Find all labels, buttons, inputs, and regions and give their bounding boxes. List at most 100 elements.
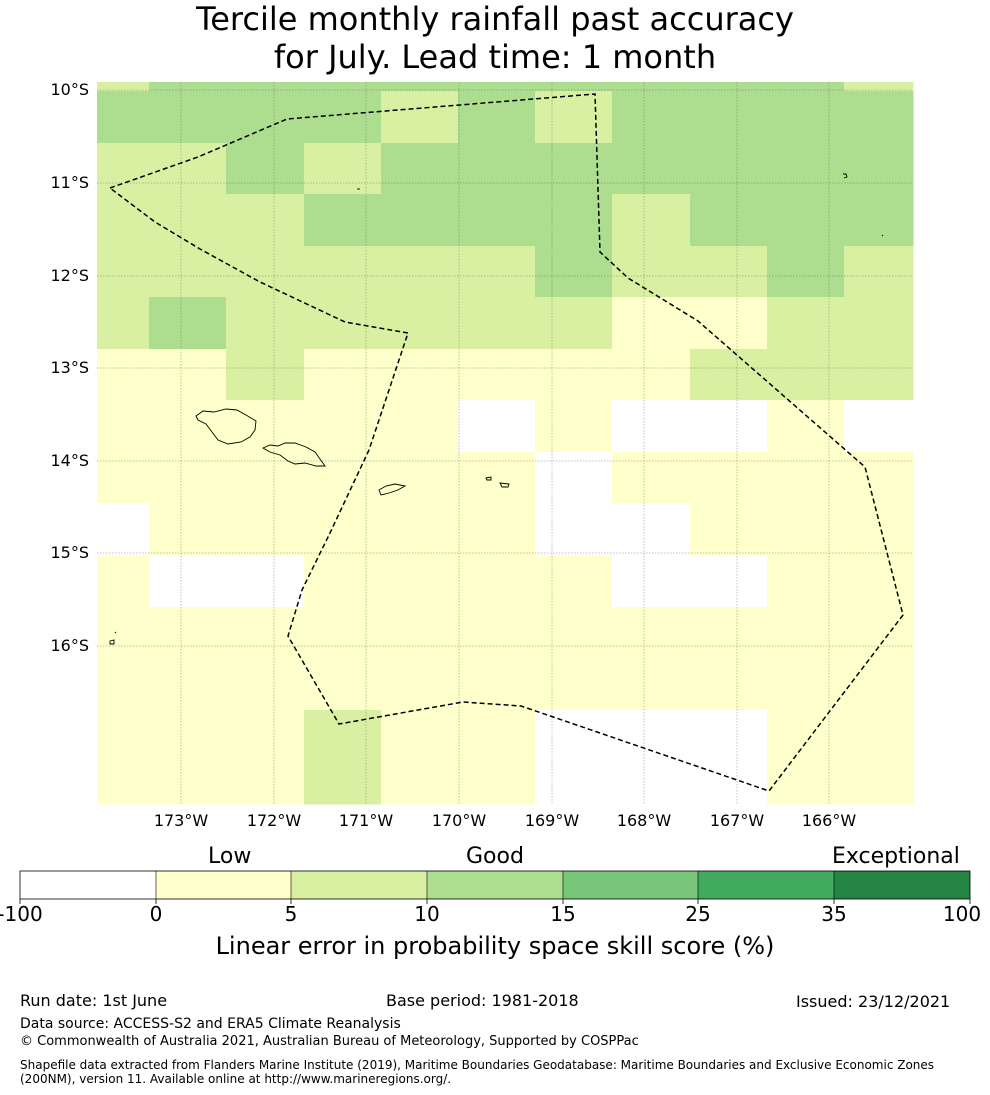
category-exceptional-label: Exceptional [832,844,960,870]
skill-cell [690,658,768,711]
skill-cell [612,82,691,92]
category-low-label: Low [208,844,251,870]
skill-cell [381,503,459,556]
skill-cell [97,194,150,247]
skill-cell [226,761,305,805]
skill-cell [844,91,914,144]
skill-cell [690,503,768,556]
issued-date: Issued: 23/12/2021 [796,993,950,1011]
lon-label-172w: 172°W [229,812,319,830]
skill-cell [690,91,768,144]
tick-label-25: 25 [668,903,728,925]
skill-cell [458,658,536,711]
lat-label-10s: 10°S [0,81,89,99]
skill-cell [381,143,459,195]
skill-cell [767,761,845,805]
skill-cell [304,143,382,195]
skill-cell [844,452,914,504]
chart-title: Tercile monthly rainfall past accuracy f… [0,0,990,76]
skill-cell [381,349,459,401]
lat-label-12s: 12°S [0,267,89,285]
skill-cell [381,710,459,762]
skill-cell [844,400,914,453]
skill-cell [149,607,227,659]
skill-cell [97,246,150,298]
skill-cell [767,143,845,195]
skill-cell [844,503,914,556]
skill-cell [304,349,382,401]
colorbar-swatch [834,871,970,899]
skill-cell [767,400,845,453]
skill-cell [535,82,613,92]
skill-cell [304,194,382,247]
skill-cell [612,710,691,762]
skill-cell [304,555,382,608]
colorbar-swatch [427,871,563,899]
skill-cell [149,400,227,453]
skill-cell [226,658,305,711]
skill-cell [690,143,768,195]
skill-cell [226,710,305,762]
skill-cell [97,297,150,350]
skill-cell [381,555,459,608]
skill-cell [690,607,768,659]
skill-cell [226,555,305,608]
skill-cell [767,194,845,247]
skill-cell [767,658,845,711]
skill-cell [458,503,536,556]
skill-cell [149,452,227,504]
skill-cell [149,246,227,298]
skill-cell [612,452,691,504]
skill-cell [458,194,536,247]
skill-cell [97,143,150,195]
skill-cell [149,555,227,608]
skill-cell [226,194,305,247]
tick-label-35: 35 [804,903,864,925]
skill-cell [97,658,150,711]
skill-cell [97,555,150,608]
skill-cell [535,143,613,195]
skill-cell [304,400,382,453]
skill-cell [149,710,227,762]
skill-cell [535,452,613,504]
skill-cell [381,658,459,711]
colorbar-swatch [20,871,156,899]
lon-label-171w: 171°W [321,812,411,830]
skill-cell [844,349,914,401]
skill-cell [226,143,305,195]
skill-cell [381,82,459,92]
skill-cell [612,607,691,659]
skill-cell [844,710,914,762]
skill-cell [612,555,691,608]
skill-cell [612,91,691,144]
skill-cell [458,761,536,805]
skill-cell [535,349,613,401]
skill-cell [381,194,459,247]
skill-cell [458,607,536,659]
skill-cell [767,710,845,762]
skill-cell [535,91,613,144]
lat-label-15s: 15°S [0,544,89,562]
skill-cell [612,246,691,298]
skill-cell [844,246,914,298]
tick-label-100: 100 [932,903,990,925]
skill-cell [690,710,768,762]
skill-cell [381,91,459,144]
skill-cell [690,82,768,92]
skill-cell [304,503,382,556]
skill-cell [97,82,150,92]
base-period: Base period: 1981-2018 [386,992,579,1010]
skill-cell [304,82,382,92]
skill-cell [226,297,305,350]
skill-cell [149,349,227,401]
colorbar-swatch [563,871,698,899]
skill-cell [458,710,536,762]
colorbar-title: Linear error in probability space skill … [0,932,990,960]
skill-cell [381,297,459,350]
skill-cell [97,710,150,762]
lat-label-11s: 11°S [0,174,89,192]
skill-cell [97,503,150,556]
skill-cell [612,400,691,453]
run-date: Run date: 1st June [20,992,167,1010]
